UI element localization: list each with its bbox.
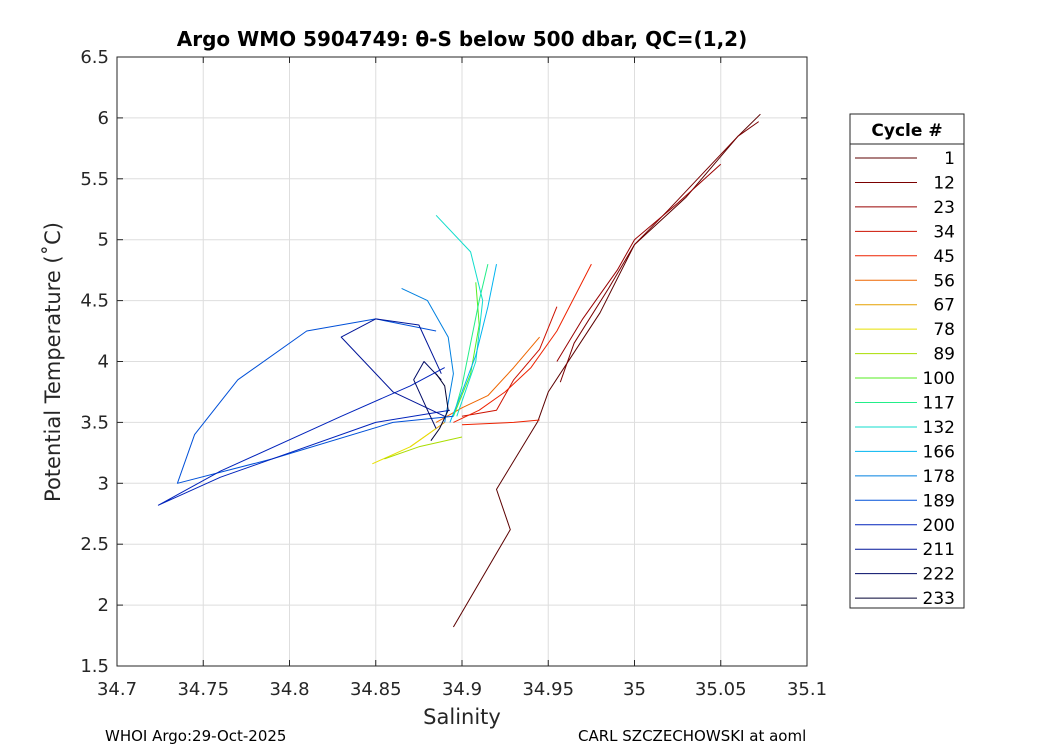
legend-label: 166 [923, 442, 955, 462]
y-tick-label: 2.5 [80, 534, 109, 555]
legend-label: 1 [944, 149, 955, 169]
x-tick-label: 35.05 [695, 679, 747, 700]
x-tick-label: 35 [623, 679, 646, 700]
x-tick-label: 34.85 [350, 679, 402, 700]
x-tick-label: 34.8 [269, 679, 309, 700]
footer-right: CARL SZCZECHOWSKI at aoml [578, 727, 806, 745]
series-line-11 [452, 263, 489, 417]
series-line-4 [453, 263, 592, 423]
series-line-15 [176, 318, 454, 484]
series-line-14 [401, 287, 454, 423]
series-line-5 [461, 419, 540, 426]
footer-left: WHOI Argo:29-Oct-2025 [105, 727, 286, 745]
x-tick-label: 34.75 [177, 679, 229, 700]
y-tick-label: 3 [98, 473, 109, 494]
y-tick-label: 3.5 [80, 412, 109, 433]
legend-label: 132 [923, 418, 955, 438]
legend-entries: 1 12 23 34 45 56 67 78 89 100 117 132 166 178 189 200 21… [855, 149, 955, 609]
legend-label: 200 [923, 516, 955, 536]
y-tick-label: 1.5 [80, 656, 109, 677]
legend-label: 12 [933, 173, 955, 193]
series-line-1 [559, 121, 759, 383]
series-line-17 [340, 318, 445, 417]
legend-label: 222 [923, 565, 955, 585]
y-tick-label: 6 [98, 108, 109, 129]
ticks: 34.7 34.75 34.8 34.85 34.9 34.95 35 35.05 35.11.… [80, 47, 827, 700]
series-line-19 [430, 373, 449, 441]
x-tick-label: 34.7 [97, 679, 137, 700]
y-tick-label: 4.5 [80, 291, 109, 312]
x-tick-label: 34.95 [522, 679, 574, 700]
plot-area: 34.7 34.75 34.8 34.85 34.9 34.95 35 35.05 35.11.… [80, 47, 827, 700]
legend-label: 56 [933, 271, 955, 291]
y-tick-label: 6.5 [80, 47, 109, 68]
y-tick-label: 5.5 [80, 169, 109, 190]
series-line-16 [157, 367, 450, 506]
series-line-2 [556, 163, 722, 362]
legend-box [849, 113, 965, 609]
legend-label: 67 [933, 296, 955, 316]
series-line-13 [449, 264, 497, 423]
legend-label: 189 [923, 491, 955, 511]
legend-label: 178 [923, 467, 955, 487]
legend-label: 117 [923, 394, 955, 414]
series-line-8 [372, 428, 437, 465]
legend-label: 211 [923, 540, 955, 560]
x-tick-label: 35.1 [787, 679, 827, 700]
legend-label: 23 [933, 198, 955, 218]
series-line-0 [452, 113, 761, 628]
x-tick-label: 34.9 [442, 679, 482, 700]
series-line-9 [384, 436, 463, 460]
y-axis-label: Potential Temperature (˚C) [41, 222, 65, 502]
legend-title: Cycle # [871, 121, 942, 141]
legend: Cycle # 1 12 23 34 45 56 67 78 89 100 117 132 166 178… [849, 113, 965, 609]
legend-label: 78 [933, 320, 955, 340]
legend-label: 34 [933, 222, 955, 242]
y-tick-label: 4 [98, 352, 109, 373]
chart-title: Argo WMO 5904749: θ-S below 500 dbar, QC… [177, 27, 747, 51]
y-tick-label: 5 [98, 230, 109, 251]
series-line-18 [413, 361, 442, 429]
legend-label: 45 [933, 247, 955, 267]
series-line-3 [461, 306, 558, 417]
legend-label: 89 [933, 345, 955, 365]
x-axis-label: Salinity [423, 705, 501, 729]
y-tick-label: 2 [98, 595, 109, 616]
series-line-12 [435, 214, 484, 417]
grid [116, 56, 808, 667]
legend-label: 233 [923, 589, 955, 609]
series-layer [157, 113, 761, 628]
legend-label: 100 [923, 369, 955, 389]
series-line-10 [452, 282, 480, 417]
